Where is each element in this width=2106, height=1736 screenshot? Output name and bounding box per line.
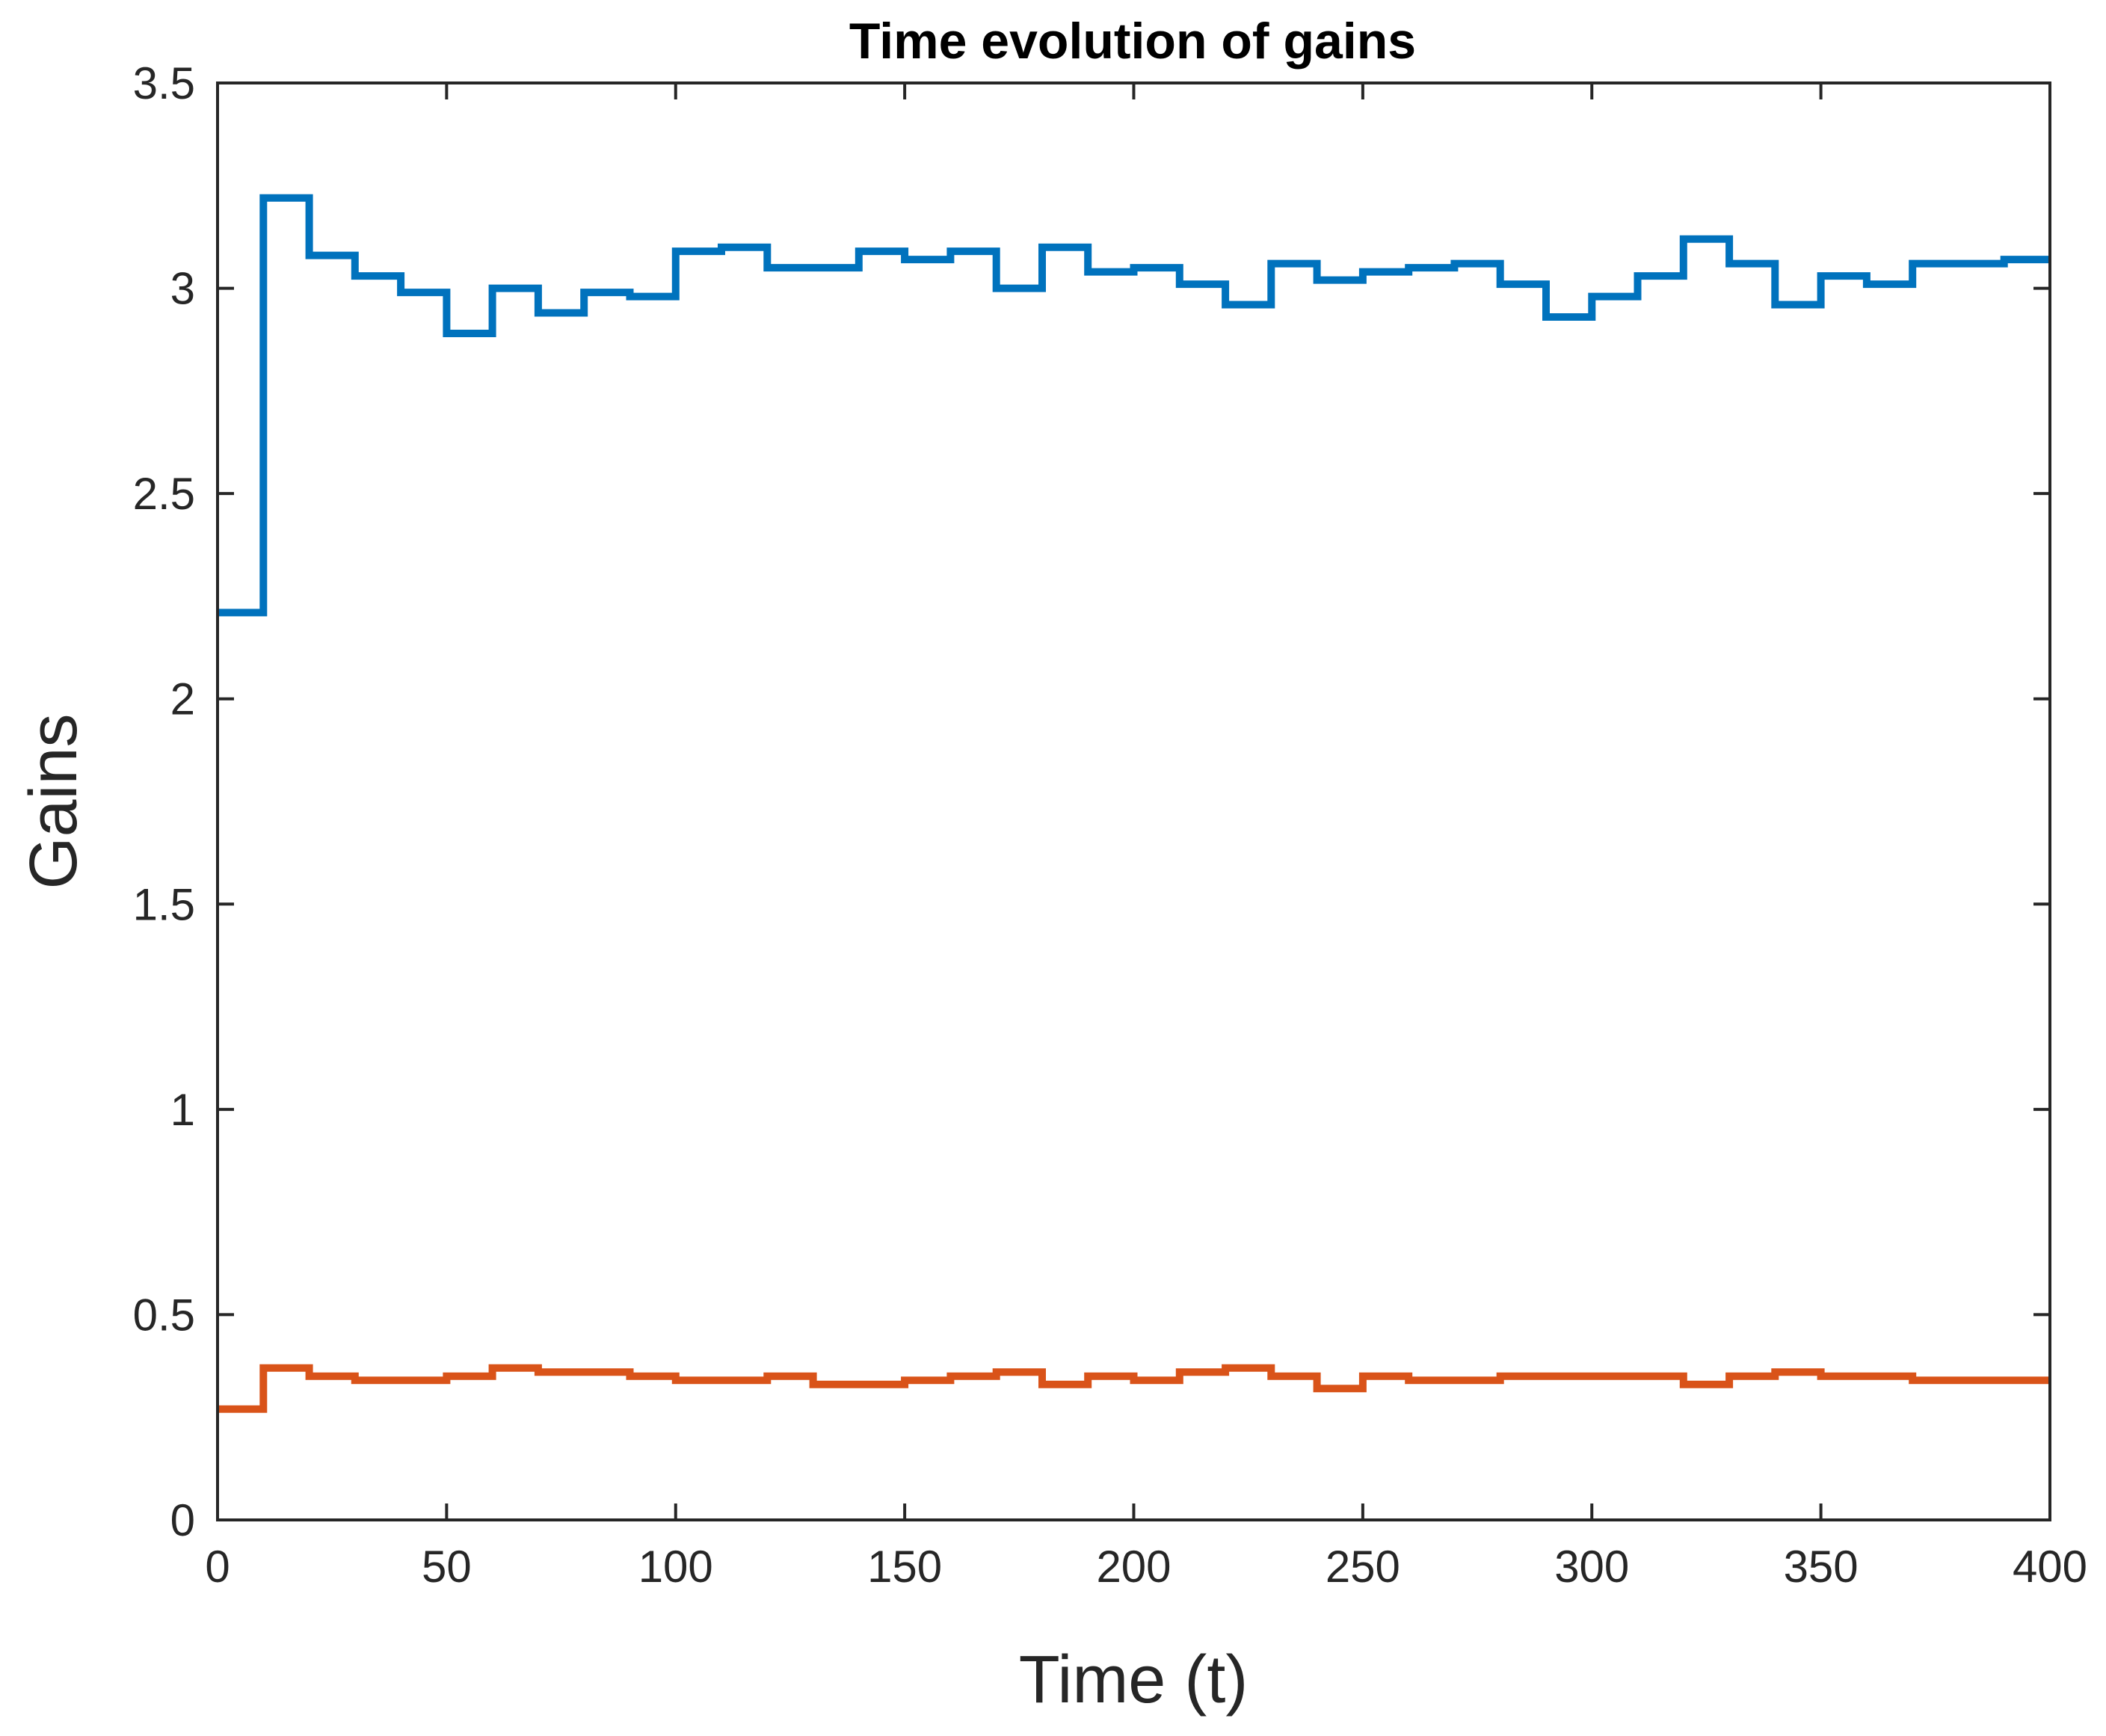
series-line-2 (218, 1364, 2050, 1413)
x-tick-label: 400 (2013, 1542, 2087, 1592)
y-tick-label: 1 (170, 1085, 195, 1135)
y-tick-label: 2 (170, 674, 195, 724)
series-layer (218, 194, 2050, 1413)
y-tick-label: 0.5 (133, 1290, 195, 1340)
x-axis-label: Time (t) (1019, 1643, 1248, 1717)
x-tick-label: 0 (205, 1542, 230, 1592)
y-tick-label: 1.5 (133, 879, 195, 929)
plot-frame (216, 81, 2051, 1521)
x-tick-label: 150 (867, 1542, 942, 1592)
ticks-layer: 0 50 100 150 200 250 300 350 400 0 0.5 1 1.5 2 2.5 3 3.5 (133, 58, 2087, 1592)
y-tick-label: 0 (170, 1495, 195, 1545)
series-line-1 (218, 194, 2050, 617)
x-tick-label: 200 (1096, 1542, 1171, 1592)
x-tick-label: 350 (1784, 1542, 1859, 1592)
x-tick-label: 250 (1326, 1542, 1400, 1592)
chart-title: Time evolution of gains (849, 13, 1416, 70)
y-axis-label: Gains (16, 713, 91, 889)
x-tick-label: 50 (422, 1542, 472, 1592)
y-tick-label: 3 (170, 264, 195, 314)
x-tick-label: 100 (638, 1542, 713, 1592)
x-tick-label: 300 (1554, 1542, 1629, 1592)
y-tick-label: 3.5 (133, 58, 195, 108)
y-tick-label: 2.5 (133, 469, 195, 519)
